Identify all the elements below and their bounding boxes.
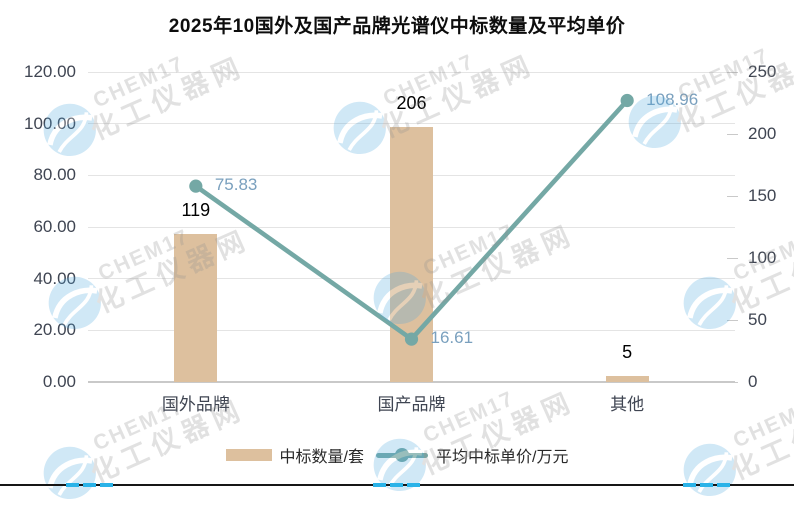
bottom-divider-accent: [390, 483, 403, 487]
bottom-divider-accent: [700, 483, 713, 487]
right-axis-tick-mark: [727, 71, 738, 73]
line-value-label: 108.96: [646, 89, 699, 109]
watermark-site: 化工仪器网: [726, 391, 794, 486]
line-point-国外品牌[interactable]: [189, 179, 203, 193]
right-axis-tick-label: 50: [748, 310, 767, 329]
right-axis-tick-mark: [727, 195, 738, 197]
bottom-divider-accent: [683, 483, 696, 487]
x-axis-line: [88, 381, 735, 383]
right-axis-tick-mark: [727, 133, 738, 135]
legend-item-line[interactable]: 平均中标单价/万元: [376, 443, 568, 467]
price-line: [193, 98, 630, 343]
right-axis-tick-label: 0: [748, 372, 758, 391]
left-axis-tick-label: 100.00: [24, 113, 76, 133]
line-point-其他[interactable]: [620, 93, 634, 108]
watermark-site: 化工仪器网: [726, 224, 794, 319]
line-value-label: 16.61: [430, 328, 474, 348]
left-axis-tick-label: 0.00: [42, 372, 76, 391]
left-axis-tick-label: 20.00: [33, 320, 76, 340]
watermark-brand: CHEM17: [729, 224, 794, 286]
left-axis-tick-label: 60.00: [33, 217, 76, 236]
line-swatch-icon: [376, 448, 428, 462]
bottom-divider-accent: [66, 483, 79, 487]
chart-legend: 中标数量/套 平均中标单价/万元: [0, 443, 794, 467]
line-point-国产品牌[interactable]: [404, 332, 419, 346]
bar-国外品牌[interactable]: [174, 234, 218, 382]
bottom-divider-accent: [373, 483, 386, 487]
right-axis-tick-mark: [727, 381, 738, 383]
line-value-label: 75.83: [214, 175, 258, 195]
bottom-divider-accent: [83, 483, 96, 487]
bar-value-label: 5: [622, 341, 633, 362]
bar-swatch-icon: [225, 449, 272, 461]
right-axis-tick-label: 150: [748, 186, 777, 205]
bar-其他[interactable]: [605, 375, 649, 382]
gridline: [88, 123, 735, 125]
bar-value-label: 206: [396, 92, 427, 113]
left-axis-tick-label: 80.00: [33, 165, 76, 185]
bar-value-label: 119: [181, 200, 211, 221]
x-axis-label-国外品牌: 国外品牌: [161, 395, 230, 414]
legend-label-bar: 中标数量/套: [279, 449, 364, 466]
right-axis-tick-label: 200: [748, 124, 777, 143]
watermark: CHEM17 化工仪器网: [33, 372, 250, 510]
watermark: CHEM17 化工仪器网: [363, 364, 580, 502]
right-axis-tick-label: 100: [748, 248, 777, 267]
left-axis-tick-label: 40.00: [33, 268, 76, 288]
legend-item-bar[interactable]: 中标数量/套: [225, 443, 364, 467]
legend-label-line: 平均中标单价/万元: [436, 449, 569, 466]
right-axis-tick-label: 250: [748, 62, 777, 81]
bottom-divider-accent: [407, 483, 420, 487]
chart-title: 2025年10国外及国产品牌光谱仪中标数量及平均单价: [168, 16, 626, 37]
price-line-layer: [189, 93, 634, 346]
right-axis-tick-mark: [727, 319, 738, 321]
x-axis-label-其他: 其他: [610, 395, 645, 414]
gridline: [88, 71, 735, 73]
x-axis-label-国产品牌: 国产品牌: [377, 395, 446, 414]
bottom-divider-accent: [717, 483, 730, 487]
left-axis-tick-label: 120.00: [24, 62, 76, 81]
bottom-divider-accent: [100, 483, 113, 487]
chart-page: { "page": { "title": "2025年10国外及国产品牌光谱仪中…: [0, 16, 794, 500]
right-axis-tick-mark: [727, 257, 738, 259]
